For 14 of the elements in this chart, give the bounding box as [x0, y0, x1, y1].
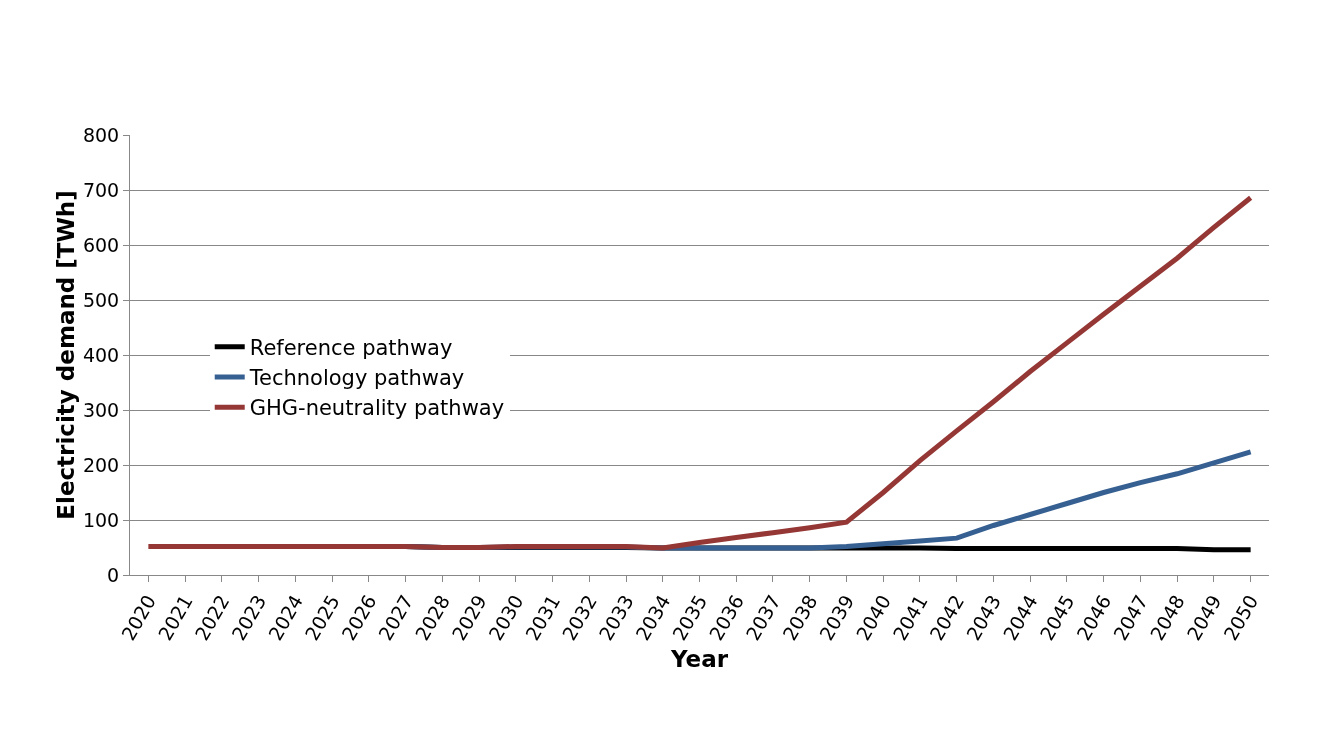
legend-label: Technology pathway	[248, 366, 465, 391]
y-tick-label: 800	[82, 123, 120, 146]
y-tick-label: 300	[82, 398, 120, 421]
y-axis-title: Electricity demand [TWh]	[53, 190, 79, 520]
x-axis-title: Year	[669, 645, 729, 672]
y-tick-label: 0	[107, 563, 120, 586]
y-tick-label: 400	[82, 343, 120, 366]
legend-label: GHG-neutrality pathway	[249, 396, 505, 421]
y-tick-label: 100	[82, 508, 120, 531]
legend-label: Reference pathway	[249, 335, 453, 360]
y-tick-label: 200	[82, 453, 120, 476]
y-tick-label: 600	[82, 233, 120, 256]
y-tick-label: 700	[82, 178, 120, 201]
y-tick-label: 500	[82, 288, 120, 311]
